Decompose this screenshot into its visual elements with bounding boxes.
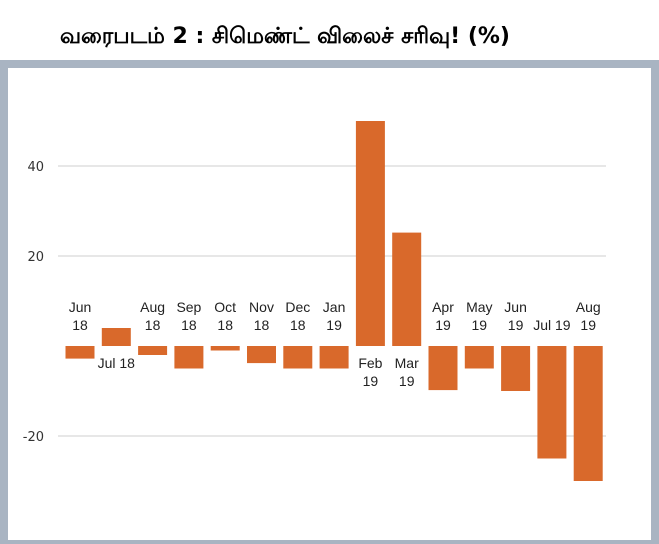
x-tick-label: Apr 19 bbox=[432, 299, 454, 333]
x-tick-label: Sep 18 bbox=[176, 299, 201, 333]
x-tick-label: Mar 19 bbox=[395, 355, 419, 389]
y-tick-label: -20 bbox=[23, 430, 44, 445]
bar-chart: 40 20 -20 Jun 18 Jul 18 Aug 18 Sep 18 Oct 18 Nov 18 D… bbox=[23, 121, 606, 481]
x-tick-label: Oct 18 bbox=[214, 299, 236, 333]
bar bbox=[210, 346, 240, 351]
bar bbox=[138, 346, 168, 355]
chart-frame: 40 20 -20 Jun 18 Jul 18 Aug 18 Sep 18 Oct 18 Nov 18 D… bbox=[0, 60, 659, 544]
x-tick-label: Jun 19 bbox=[504, 299, 527, 333]
y-tick-label: 20 bbox=[27, 250, 44, 265]
bar bbox=[392, 232, 422, 346]
bar bbox=[283, 346, 313, 369]
bar bbox=[65, 346, 95, 359]
y-tick-label: 40 bbox=[27, 160, 44, 175]
x-tick-label: Jul 18 bbox=[98, 355, 136, 371]
x-tick-label: Jun 18 bbox=[69, 299, 92, 333]
bar bbox=[355, 121, 385, 346]
bar bbox=[464, 346, 494, 369]
x-tick-label: Jan 19 bbox=[323, 299, 346, 333]
x-tick-label: Nov 18 bbox=[249, 299, 274, 333]
bar bbox=[428, 346, 458, 391]
y-axis-ticks: 40 20 -20 bbox=[23, 160, 44, 445]
x-tick-label: Aug 19 bbox=[576, 299, 601, 333]
x-tick-label: Dec 18 bbox=[285, 299, 310, 333]
bar bbox=[247, 346, 276, 364]
x-axis-labels: Jun 18 Jul 18 Aug 18 Sep 18 Oct 18 Nov 18 Dec 18 Jan 1… bbox=[69, 299, 601, 389]
x-tick-label: Jul 19 bbox=[533, 317, 571, 333]
x-tick-label: Feb 19 bbox=[358, 355, 382, 389]
bar bbox=[537, 346, 567, 459]
x-tick-label: May 19 bbox=[466, 299, 492, 333]
chart-title: வரைபடம் 2 : சிமெண்ட் விலைச் சரிவு! (%) bbox=[60, 24, 510, 49]
x-tick-label: Aug 18 bbox=[140, 299, 165, 333]
bar bbox=[319, 346, 349, 369]
bar bbox=[174, 346, 204, 369]
bars bbox=[65, 121, 603, 481]
gridlines bbox=[58, 165, 606, 437]
bar bbox=[573, 346, 603, 481]
bar bbox=[101, 328, 131, 346]
bar bbox=[501, 346, 531, 391]
